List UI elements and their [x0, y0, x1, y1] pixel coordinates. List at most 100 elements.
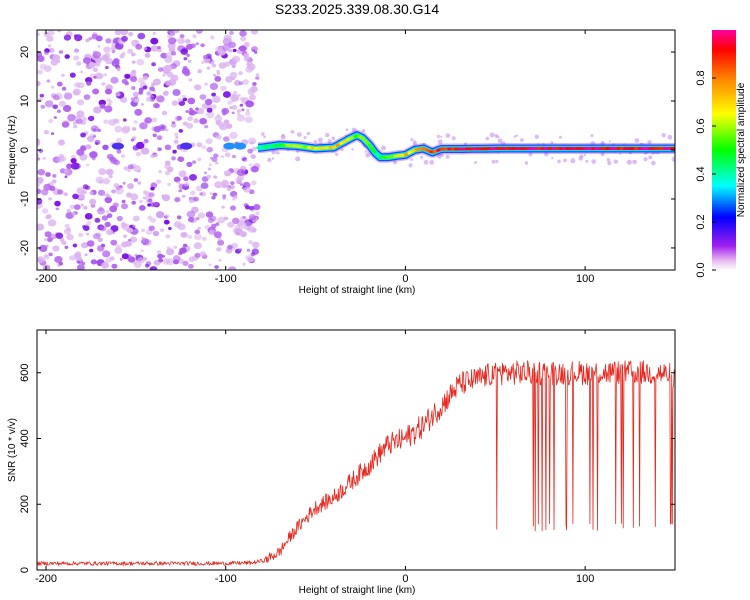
noise-speck	[280, 134, 286, 140]
y-tick-label: 0	[19, 147, 31, 153]
noise-speck	[58, 139, 65, 145]
noise-speck	[306, 131, 311, 136]
noise-speck	[251, 49, 256, 52]
colorbar: 0.0 0.2 0.4 0.6 0.8 Normalized spectral ampl…	[695, 30, 747, 278]
noise-speck	[126, 227, 134, 233]
noise-speck	[131, 200, 136, 205]
noise-speck	[86, 232, 90, 236]
noise-speck	[157, 250, 162, 254]
noise-speck	[246, 248, 251, 252]
noise-speck	[102, 144, 109, 150]
noise-speck	[102, 250, 111, 258]
noise-speck	[62, 104, 72, 113]
y-tick-label: 200	[19, 495, 31, 513]
noise-speck	[186, 123, 194, 129]
noise-speck	[166, 258, 175, 266]
noise-speck	[61, 86, 67, 91]
noise-speck	[81, 242, 89, 249]
noise-speck	[249, 94, 256, 101]
noise-speck	[89, 248, 94, 253]
noise-speck	[150, 186, 155, 191]
noise-speck	[121, 253, 129, 260]
noise-speck	[251, 165, 259, 173]
noise-speck	[38, 244, 48, 253]
noise-speck	[661, 133, 666, 138]
noise-speck	[192, 34, 197, 38]
noise-speck	[267, 157, 272, 163]
snr-axes: -200 -100 0 100 0 200 400 600	[19, 330, 675, 585]
noise-speck	[607, 160, 612, 166]
noise-speck	[186, 53, 191, 58]
colorbar-ticks: 0.0 0.2 0.4 0.6 0.8	[695, 70, 716, 278]
noise-speck	[218, 259, 222, 262]
noise-speck	[108, 119, 117, 126]
noise-speck	[63, 192, 68, 197]
noise-speck	[365, 152, 371, 158]
noise-speck	[131, 127, 137, 131]
noise-speck	[130, 86, 135, 90]
noise-speck	[445, 154, 450, 159]
noise-speck	[189, 174, 197, 181]
noise-speck	[90, 125, 99, 132]
noise-speck	[122, 125, 131, 133]
noise-speck	[194, 84, 202, 91]
noise-speck	[238, 81, 244, 86]
noise-speck	[164, 144, 172, 151]
noise-speck	[188, 263, 194, 269]
noise-speck	[37, 139, 41, 145]
noise-speck	[73, 252, 81, 259]
noise-speck	[197, 157, 202, 162]
noise-speck	[72, 243, 78, 248]
noise-speck	[174, 132, 179, 137]
noise-speck	[53, 116, 57, 119]
noise-speck	[119, 258, 123, 261]
noise-speck	[140, 249, 144, 253]
noise-speck	[43, 255, 50, 260]
noise-speck	[209, 192, 213, 196]
noise-speck	[485, 136, 490, 141]
noise-speck	[116, 149, 122, 154]
noise-speck	[173, 245, 178, 249]
noise-speck	[159, 228, 165, 232]
noise-speck	[103, 46, 111, 53]
noise-speck	[201, 236, 207, 241]
noise-speck	[98, 99, 107, 106]
noise-speck	[47, 219, 57, 227]
noise-speck	[130, 138, 135, 142]
noise-speck	[162, 90, 169, 96]
noise-speck	[101, 262, 109, 269]
noise-speck	[168, 226, 172, 231]
noise-speck	[131, 60, 136, 64]
spectrogram-content	[37, 30, 675, 270]
noise-speck	[634, 160, 637, 163]
noise-speck	[364, 150, 367, 153]
noise-speck	[49, 185, 56, 191]
signal-blob	[180, 142, 193, 150]
noise-speck	[255, 76, 260, 80]
noise-speck	[208, 229, 216, 236]
noise-speck	[491, 159, 496, 164]
noise-speck	[497, 138, 503, 143]
noise-speck	[255, 211, 260, 216]
noise-speck	[58, 261, 63, 266]
noise-speck	[141, 238, 149, 246]
noise-speck	[52, 179, 57, 184]
noise-speck	[74, 34, 83, 42]
figure-title: S233.2025.339.08.30.G14	[275, 1, 439, 17]
noise-speck	[161, 254, 166, 258]
noise-speck	[39, 93, 45, 98]
noise-speck	[84, 213, 93, 220]
noise-speck	[232, 48, 237, 53]
noise-speck	[214, 76, 222, 82]
noise-speck	[197, 212, 206, 219]
noise-speck	[56, 81, 63, 87]
noise-speck	[170, 51, 177, 56]
noise-speck	[165, 128, 169, 132]
noise-speck	[205, 138, 213, 145]
noise-speck	[157, 253, 164, 259]
noise-speck	[671, 156, 675, 162]
noise-speck	[104, 88, 113, 95]
noise-speck	[200, 182, 209, 189]
noise-speck	[42, 156, 46, 160]
noise-speck	[155, 211, 165, 219]
